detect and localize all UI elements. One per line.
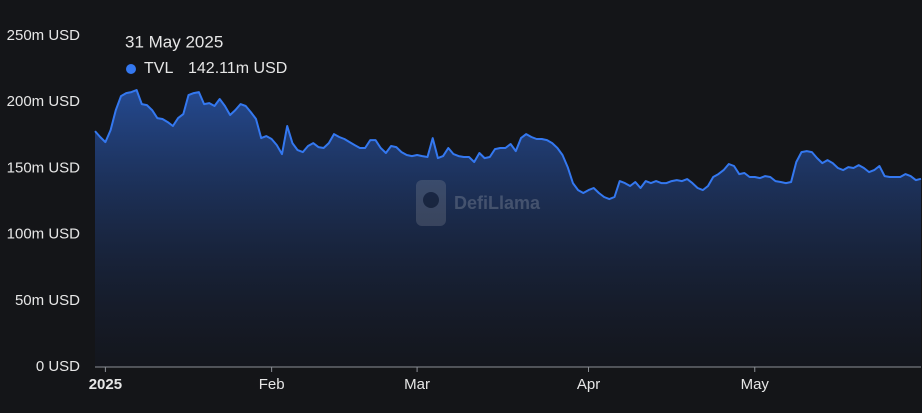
- legend-label: TVL: [144, 60, 173, 77]
- line: [94, 89, 922, 201]
- y-tick-label: 100m USD: [7, 226, 81, 243]
- tooltip-title: 31 May 2025: [125, 32, 223, 51]
- watermark-logo-eye: [423, 192, 439, 208]
- plot-area: [94, 89, 922, 367]
- y-tick-label: 150m USD: [7, 159, 81, 176]
- watermark-text: DefiLlama: [454, 193, 541, 213]
- x-tick-label: Apr: [577, 376, 600, 393]
- x-tick-label: Mar: [404, 376, 430, 393]
- x-tick-label: Feb: [259, 376, 285, 393]
- x-tick-label: 2025: [89, 376, 122, 393]
- y-tick-label: 250m USD: [7, 27, 81, 44]
- y-tick-label: 200m USD: [7, 93, 81, 110]
- x-tick-label: May: [741, 376, 770, 393]
- watermark: DefiLlama: [416, 180, 541, 226]
- tooltip-value: 142.11m USD: [188, 60, 287, 77]
- y-tick-label: 50m USD: [15, 292, 80, 309]
- watermark-logo: [416, 180, 446, 226]
- legend-marker: [126, 64, 136, 74]
- y-tick-label: 0 USD: [36, 358, 80, 375]
- area: [95, 90, 921, 367]
